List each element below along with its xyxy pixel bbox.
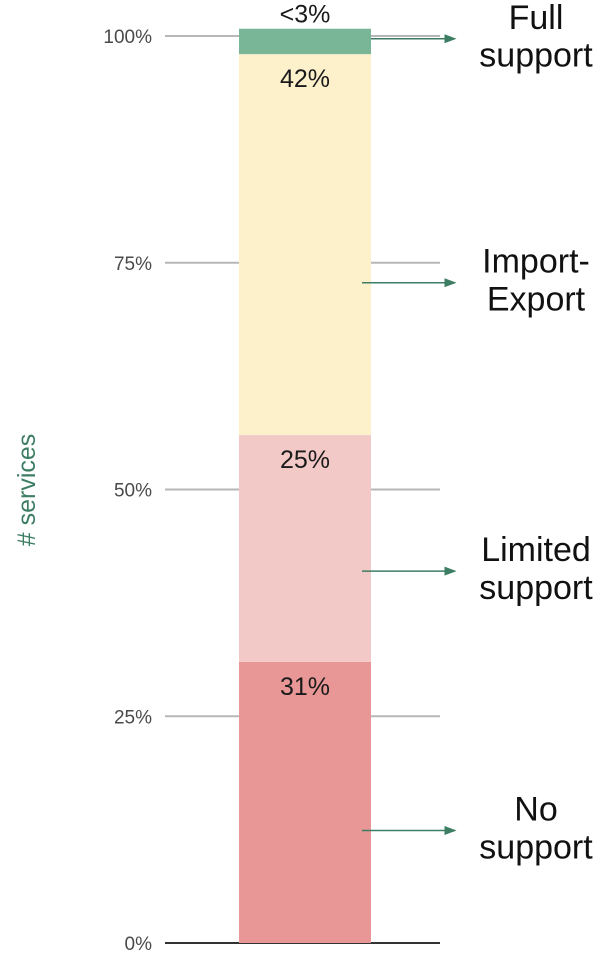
bar-segment [239,28,371,55]
legend-label: Full [509,0,564,37]
y-tick-label: 100% [103,27,152,48]
legend-label: support [479,829,593,867]
segment-value-label: 25% [280,446,330,474]
legend-label: Limited [481,531,591,569]
segment-value-label: <3% [280,1,331,29]
y-tick-label: 0% [125,934,153,955]
bar-segment [239,661,371,943]
y-tick-label: 25% [114,707,152,728]
legend-label: Export [487,281,586,319]
legend-label: No [514,791,557,829]
legend: NosupportLimitedsupportImport-ExportFull… [362,0,593,867]
segment-value-label: 42% [280,65,330,93]
bar-segment [239,435,371,662]
legend-label: Import- [482,243,590,281]
segment-value-label: 31% [280,673,330,701]
y-tick-label: 50% [114,481,152,502]
legend-label: support [479,569,593,607]
stacked-bar [239,28,371,943]
segment-labels: 31% 25% 42% <3% [280,1,331,701]
legend-label: support [479,37,593,75]
y-tick-label: 75% [114,254,152,275]
y-axis-label: # services [13,434,41,547]
bar-segment [239,54,371,436]
